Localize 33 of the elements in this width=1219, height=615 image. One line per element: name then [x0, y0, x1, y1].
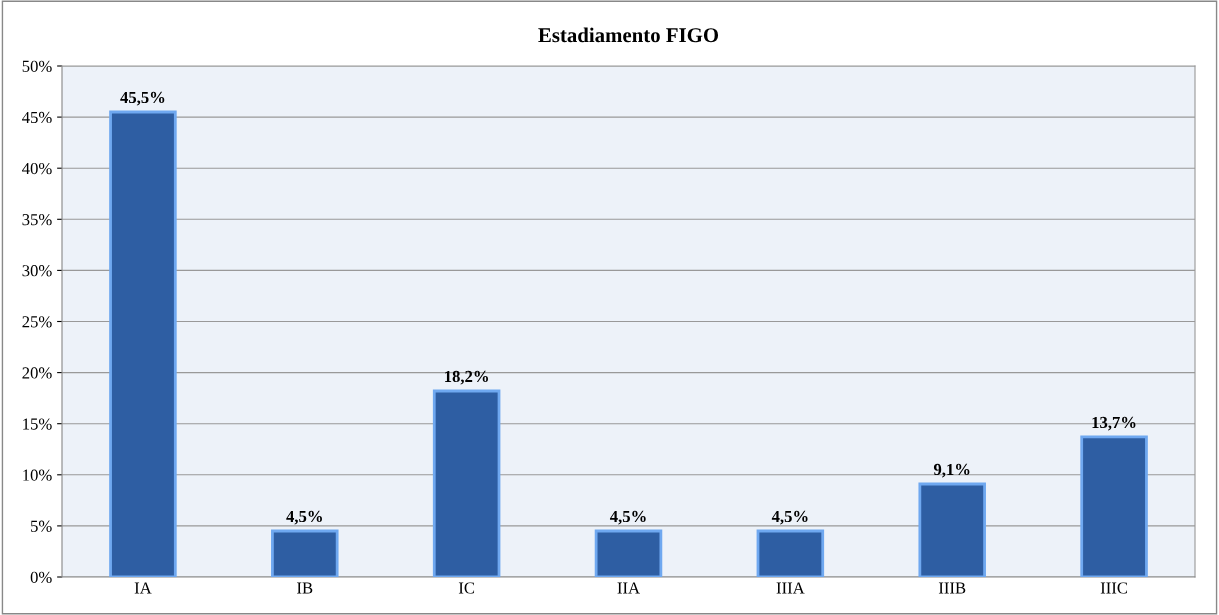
- bar: [1080, 435, 1148, 577]
- y-tick-label: 25%: [22, 316, 52, 328]
- x-tick-label: IIA: [617, 582, 640, 594]
- data-label: 13,7%: [1092, 416, 1136, 431]
- data-label: 4,5%: [771, 510, 808, 525]
- y-tick-label: 50%: [22, 60, 52, 72]
- chart-title: Estadiamento FIGO: [538, 27, 719, 43]
- y-tick-label: 0%: [30, 571, 52, 583]
- y-tick-label: 15%: [23, 418, 52, 430]
- y-tick-label: 10%: [23, 469, 52, 481]
- bar: [756, 529, 825, 577]
- y-tick-label: 20%: [22, 367, 52, 379]
- bar: [271, 529, 339, 577]
- bar: [432, 389, 501, 577]
- x-tick-label: IB: [297, 582, 313, 594]
- data-label: 4,5%: [286, 510, 322, 525]
- x-tick-label: IIIB: [938, 582, 966, 594]
- bar: [109, 110, 177, 577]
- data-label: 9,1%: [933, 463, 970, 478]
- y-tick-label: 30%: [22, 265, 52, 277]
- data-label: 4,5%: [609, 510, 646, 525]
- y-tick-label: 40%: [22, 162, 52, 175]
- data-label: 18,2%: [445, 370, 488, 385]
- data-label: 45,5%: [120, 91, 165, 106]
- x-tick-label: IC: [458, 582, 475, 594]
- bar: [918, 482, 986, 577]
- x-tick-label: IIIC: [1100, 582, 1128, 594]
- y-tick-label: 45%: [22, 111, 52, 124]
- x-tick-label: IIIA: [776, 582, 805, 594]
- y-tick-label: 35%: [22, 214, 52, 226]
- y-tick-label: 5%: [31, 520, 52, 532]
- x-tick-label: IA: [134, 582, 152, 594]
- bar: [594, 529, 663, 577]
